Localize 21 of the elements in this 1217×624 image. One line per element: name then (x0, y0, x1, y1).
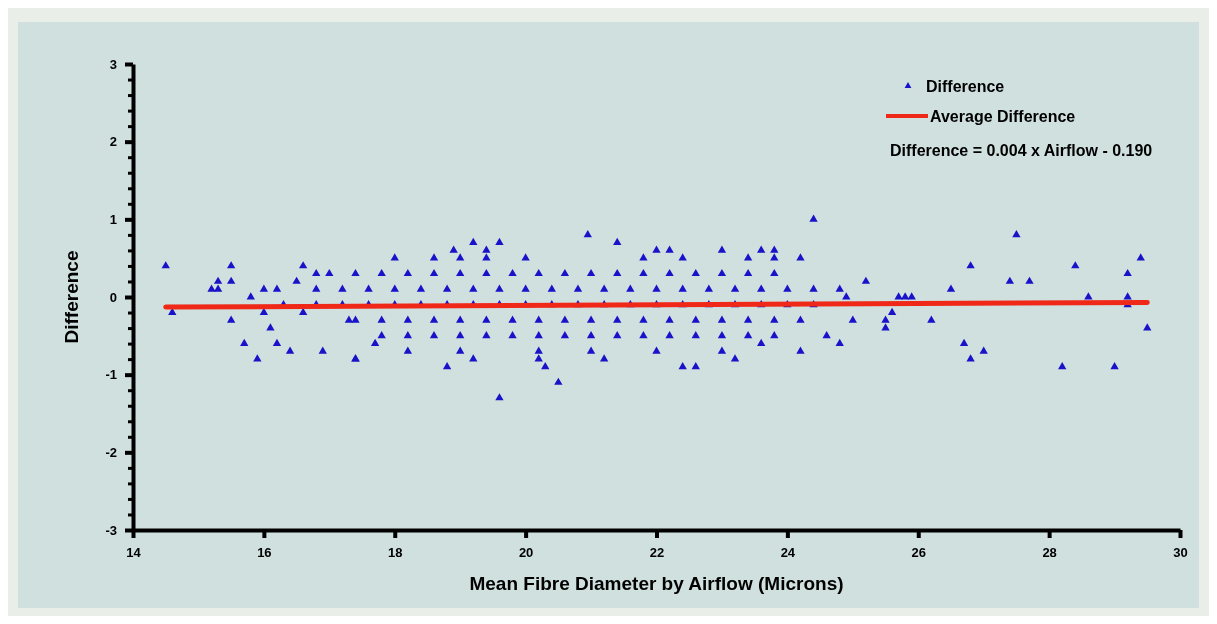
x-axis-title: Mean Fibre Diameter by Airflow (Microns) (469, 573, 844, 594)
x-tick-label: 14 (126, 545, 142, 561)
x-tick-label: 26 (911, 545, 926, 561)
x-tick-label: 18 (388, 545, 403, 561)
x-tick-label: 30 (1173, 545, 1188, 561)
legend-label: Difference (926, 77, 1005, 95)
y-tick-label: 0 (109, 289, 117, 305)
y-tick-label: -3 (105, 522, 117, 538)
annotation: Difference = 0.004 x Airflow - 0.190 (890, 141, 1153, 159)
x-tick-label: 24 (780, 545, 796, 561)
x-tick-label: 22 (649, 545, 665, 561)
y-tick-label: -2 (105, 444, 117, 460)
y-tick-label: 2 (109, 134, 117, 150)
y-tick-label: 3 (109, 56, 117, 72)
x-tick-label: 28 (1042, 545, 1057, 561)
x-tick-label: 16 (257, 545, 272, 561)
y-axis-title: Difference (61, 250, 82, 344)
x-tick-label: 20 (518, 545, 534, 561)
y-tick-label: -1 (105, 367, 117, 383)
legend-label: Average Difference (930, 107, 1076, 125)
y-tick-label: 1 (109, 211, 117, 227)
